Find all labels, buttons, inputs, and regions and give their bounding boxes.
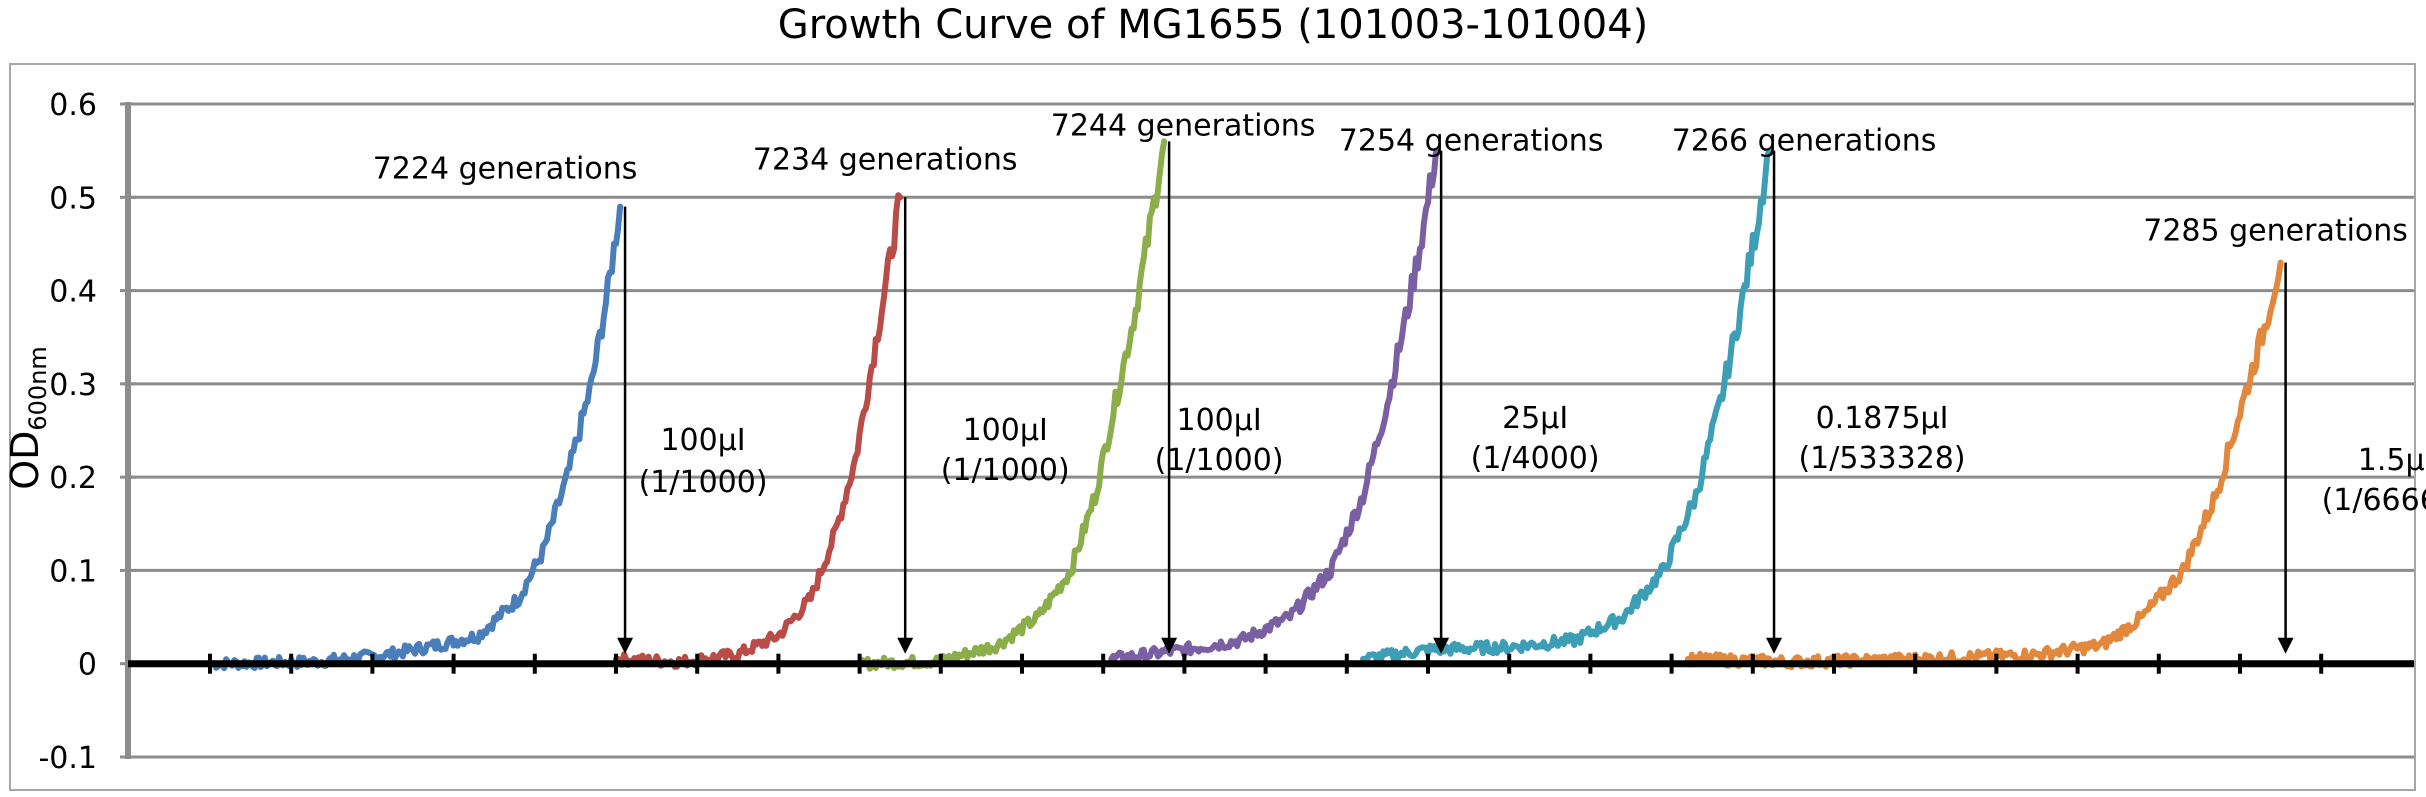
y-tick-label: 0.2 [49,461,97,496]
y-axis-label-subscript: 600nm [24,346,52,430]
transfer-arrow-head [617,637,634,654]
axes-layer: -0.1 0 0.1 0.2 0.3 0.4 0.5 0.6 [38,88,2414,776]
generations-label: 7254 generations [1339,124,1604,159]
generations-label: 7224 generations [373,152,638,187]
transfer-volume-label: 100μІ [660,423,745,458]
transfer-volume-label: 0.1875μІ [1816,401,1949,436]
generations-label: 7234 generations [753,142,1018,177]
y-axis-label-main: OD [3,431,47,490]
generations-label: 7266 generations [1672,124,1937,159]
series-line [207,203,624,672]
gridlines [128,102,2414,759]
dilution-label: (1/1000) [1155,443,1284,478]
transfer-arrow-head [1433,637,1450,654]
y-tick-label: 0.5 [49,181,97,216]
y-axis-label: OD600nm [3,346,52,490]
generations-label: 7285 generations [2143,214,2408,249]
dilution-label: (1/4000) [1471,441,1600,476]
y-tick-label: 0.4 [49,275,97,310]
chart-title: Growth Curve of MG1655 (101003-101004) [777,2,1649,48]
y-tick-label: -0.1 [38,741,97,776]
transfer-volume-label: 25μІ [1502,401,1568,436]
series-line [1360,147,1772,665]
dilution-label: (1/1000) [639,465,768,500]
y-tick-label: 0.3 [49,368,97,403]
series-line [1684,259,2284,671]
transfer-volume-label: 100μІ [963,413,1048,448]
generations-label: 7244 generations [1051,108,1316,143]
series-line [613,192,904,670]
transfer-arrow-head [1161,637,1178,654]
y-tick-label: 0.1 [49,554,97,589]
transfer-arrow-head [1766,637,1783,654]
annotation-layer: 7224 generations 100μІ (1/1000) 7234 genera… [373,108,2426,654]
transfer-arrow-head [897,637,914,654]
dilution-label: (1/66666) [2322,483,2426,518]
dilution-label: (1/533328) [1798,441,1965,476]
series-line [1108,147,1440,664]
dilution-label: (1/1000) [941,453,1070,488]
transfer-volume-label: 1.5μІ [2358,443,2426,478]
transfer-volume-label: 100μІ [1176,403,1261,438]
y-tick-label: 0.6 [49,88,97,123]
svg-text:OD600nm: OD600nm [3,346,52,490]
y-tick-label: 0 [78,648,97,683]
chart-frame [9,63,2416,791]
transfer-arrow-head [2277,637,2294,654]
